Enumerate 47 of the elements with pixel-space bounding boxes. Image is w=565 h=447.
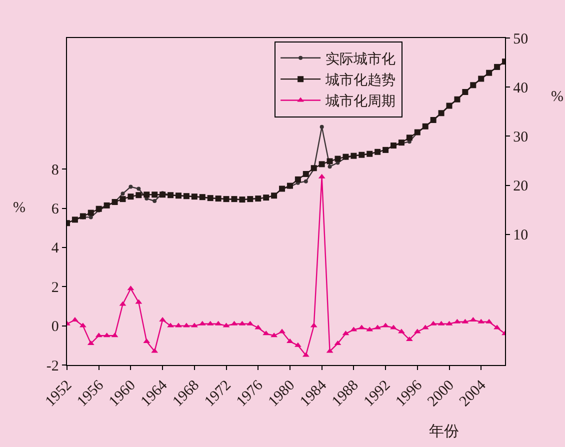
point — [406, 134, 412, 141]
point — [278, 328, 286, 334]
legend-label: 城市化周期 — [324, 94, 396, 110]
x-tick-label: 1968 — [170, 377, 203, 410]
y2-tick-label: 40 — [513, 80, 528, 96]
y2-axis-title: % — [551, 89, 564, 105]
point — [326, 158, 333, 164]
point — [320, 124, 324, 129]
point — [398, 328, 405, 334]
y2-tick-label: 10 — [513, 228, 528, 244]
point — [328, 164, 332, 169]
point — [390, 324, 397, 330]
point — [88, 210, 94, 216]
point — [128, 194, 134, 200]
point — [167, 322, 174, 328]
y2-tick-label: 20 — [513, 178, 528, 195]
point — [334, 156, 341, 162]
x-axis-title: 年份 — [429, 423, 459, 440]
point — [136, 186, 141, 191]
point — [152, 199, 157, 204]
y-tick-label: 2 — [51, 280, 59, 296]
legend-label: 实际城市化 — [326, 51, 396, 68]
point — [152, 192, 158, 198]
point — [160, 192, 166, 198]
y-tick-label: 8 — [51, 162, 59, 178]
legend-label: 城市化趋势 — [324, 72, 396, 89]
point — [120, 196, 126, 202]
y2-tick-label: 30 — [513, 129, 528, 146]
y2-tick-label: 50 — [513, 31, 528, 48]
point — [286, 338, 294, 343]
point — [144, 192, 150, 198]
y-tick-label: 4 — [51, 240, 60, 257]
point — [72, 316, 78, 322]
y-tick-label: -2 — [46, 358, 59, 374]
point — [175, 322, 182, 328]
point — [120, 192, 125, 196]
point — [96, 206, 102, 212]
y-tick-label: 6 — [51, 202, 60, 218]
point — [128, 184, 133, 189]
point — [494, 324, 500, 330]
point — [136, 192, 142, 198]
y-axis-title: % — [13, 200, 26, 216]
point — [302, 171, 309, 177]
point — [318, 161, 325, 168]
point — [294, 176, 301, 182]
point — [304, 179, 308, 184]
y-tick-label: 0 — [51, 319, 59, 336]
